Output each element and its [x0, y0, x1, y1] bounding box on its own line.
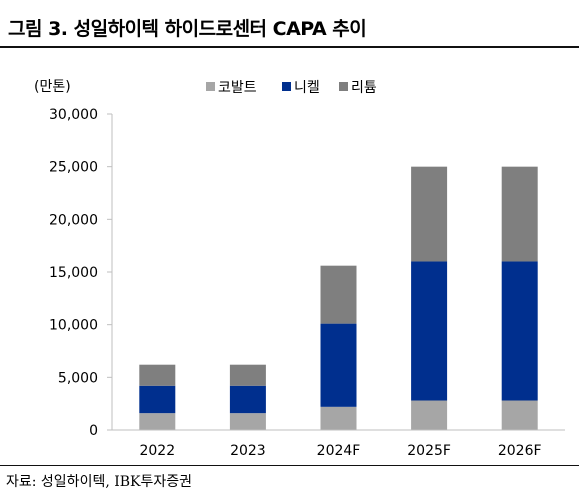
- bar-segment: [501, 166, 538, 262]
- y-axis-unit-label: (만톤): [34, 79, 71, 95]
- title-rule: [0, 46, 579, 48]
- bar-segment: [229, 413, 266, 430]
- legend: 코발트 니켈 리튬: [206, 80, 377, 96]
- bar-segment: [411, 261, 448, 401]
- legend-label: 리튬: [351, 80, 377, 96]
- y-tick-label: 0: [89, 423, 98, 439]
- bar-segment: [320, 323, 357, 407]
- legend-label: 니켈: [294, 80, 320, 96]
- chart-title: 그림 3. 성일하이텍 하이드로센터 CAPA 추이: [8, 18, 367, 40]
- legend-swatch: [206, 82, 215, 91]
- x-tick-label: 2022: [139, 443, 175, 459]
- source-note: 자료: 성일하이텍, IBK투자증권: [6, 474, 193, 490]
- y-tick-label: 10,000: [49, 318, 98, 334]
- bar-segment: [229, 385, 266, 414]
- bar-segment: [139, 385, 176, 414]
- x-axis: 2022 2023 2024F 2025F 2026F: [112, 429, 565, 459]
- x-tick-label: 2024F: [317, 443, 361, 459]
- x-tick-label: 2025F: [407, 443, 451, 459]
- y-tick-label: 5,000: [58, 370, 98, 386]
- bar-segment: [501, 261, 538, 401]
- legend-swatch: [339, 82, 348, 91]
- bar-segment: [320, 265, 357, 324]
- y-tick-label: 30,000: [49, 107, 98, 123]
- x-tick-label: 2026F: [498, 443, 542, 459]
- bars: [139, 166, 538, 430]
- y-tick-label: 20,000: [49, 212, 98, 228]
- y-axis: 0 5,000 10,000 15,000 20,000 25,000 30,000: [49, 107, 113, 439]
- legend-label: 코발트: [218, 80, 257, 96]
- bar-segment: [139, 364, 176, 386]
- bar-segment: [501, 400, 538, 430]
- bar-segment: [411, 400, 448, 430]
- source-rule: [0, 465, 579, 466]
- bar-segment: [320, 406, 357, 430]
- bar-segment: [229, 364, 266, 386]
- x-tick-label: 2023: [230, 443, 266, 459]
- y-tick-label: 15,000: [49, 265, 98, 281]
- bar-segment: [139, 413, 176, 430]
- legend-swatch: [282, 82, 291, 91]
- y-tick-label: 25,000: [49, 160, 98, 176]
- bar-segment: [411, 166, 448, 262]
